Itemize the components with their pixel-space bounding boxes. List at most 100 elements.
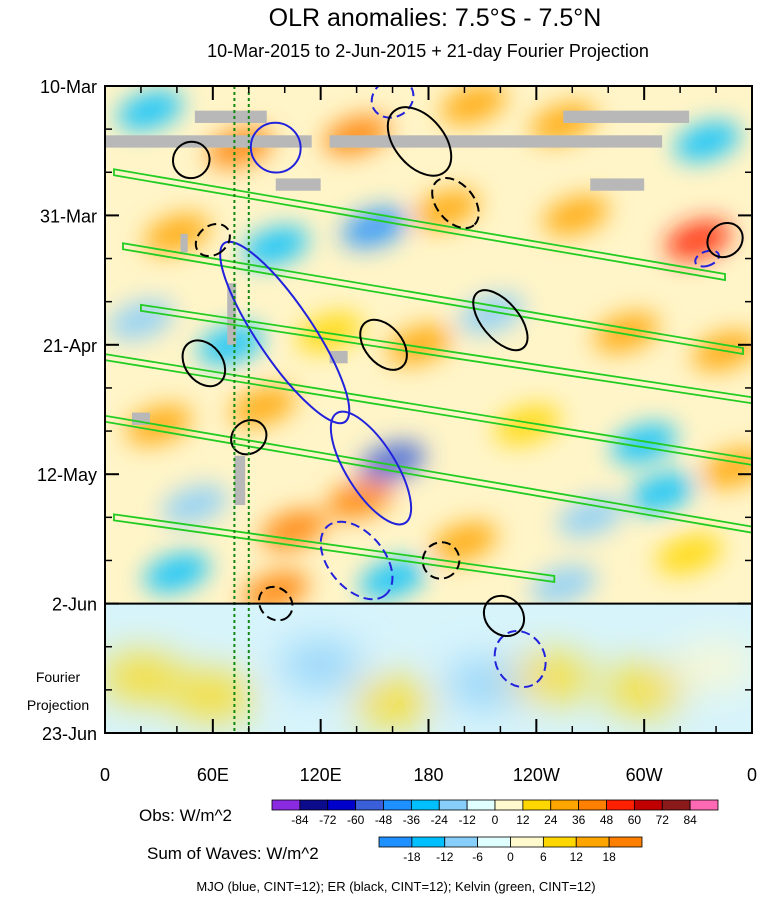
waves-colorbar-swatch bbox=[444, 836, 479, 848]
mjo-contour bbox=[219, 240, 351, 425]
obs-colorbar-swatch bbox=[606, 799, 635, 811]
mjo-contour bbox=[249, 121, 302, 174]
kelvin-contour bbox=[122, 242, 744, 356]
anomaly-blob bbox=[543, 195, 609, 236]
projection-blob bbox=[446, 661, 527, 706]
x-tick-label: 0 bbox=[100, 765, 110, 785]
projection-blob bbox=[105, 655, 181, 700]
anomaly-blob bbox=[144, 552, 210, 593]
obs-colorbar-level: 60 bbox=[628, 813, 642, 827]
projection-blob bbox=[280, 643, 361, 688]
obs-colorbar-swatch bbox=[578, 799, 607, 811]
obs-colorbar-level: -72 bbox=[319, 813, 337, 827]
er-contour bbox=[257, 585, 294, 622]
kelvin-contours bbox=[105, 168, 752, 583]
x-tick-label: 60E bbox=[197, 765, 229, 785]
anomaly-blob bbox=[593, 312, 660, 353]
anomaly-blob bbox=[230, 386, 296, 427]
obs-colorbar-swatch bbox=[383, 799, 412, 811]
y-axis: 10-Mar 31-Mar 21-Apr 12-May 2-Jun 23-Jun bbox=[37, 77, 752, 744]
waves-colorbar-swatch bbox=[477, 836, 511, 848]
projection-blob bbox=[172, 674, 253, 719]
anomaly-blob bbox=[440, 86, 507, 125]
obs-colorbar-swatch bbox=[355, 799, 384, 811]
missing-data-bar bbox=[329, 135, 663, 148]
waves-colorbar-swatch bbox=[378, 836, 413, 848]
y-tick-label: 23-Jun bbox=[42, 724, 97, 744]
x-tick-label: 120W bbox=[513, 765, 560, 785]
kelvin-contour bbox=[105, 414, 752, 534]
missing-data-layer bbox=[105, 110, 690, 506]
anomaly-blob bbox=[413, 189, 480, 230]
missing-data-bar bbox=[194, 110, 267, 123]
obs-colorbar-swatch bbox=[327, 799, 357, 811]
missing-data-bar bbox=[105, 135, 312, 148]
mjo-contour bbox=[694, 249, 720, 268]
obs-colorbar-level: 48 bbox=[600, 813, 614, 827]
x-tick-label: 60W bbox=[626, 765, 663, 785]
waves-colorbar-level: 18 bbox=[602, 850, 616, 864]
anomaly-blob bbox=[359, 441, 426, 482]
chart-title: OLR anomalies: 7.5°S - 7.5°N bbox=[269, 4, 602, 32]
projection-blob bbox=[352, 680, 433, 725]
obs-colorbar-level: -24 bbox=[431, 813, 449, 827]
obs-colorbar-label: Obs: W/m^2 bbox=[139, 806, 232, 825]
waves-colorbar: -18 -12 -6 0 6 12 18 bbox=[378, 836, 643, 864]
mjo-contour bbox=[319, 520, 394, 601]
missing-data-bar bbox=[590, 178, 645, 191]
obs-colorbar-level: -60 bbox=[347, 813, 365, 827]
projection-blob bbox=[676, 643, 752, 688]
projection-anomaly-layer bbox=[105, 643, 752, 725]
projection-field bbox=[105, 603, 752, 733]
anomaly-blob bbox=[494, 404, 561, 445]
missing-data-bar bbox=[227, 283, 237, 345]
x-tick-label: 180 bbox=[413, 765, 443, 785]
anomaly-blob bbox=[162, 484, 228, 526]
projection-label-line2: Projection bbox=[27, 697, 89, 713]
er-contour bbox=[472, 289, 529, 352]
y-tick-label: 31-Mar bbox=[40, 206, 97, 226]
obs-colorbar-swatch bbox=[550, 799, 580, 811]
waves-colorbar-level: -18 bbox=[403, 850, 421, 864]
contour-footnote: MJO (blue, CINT=12); ER (black, CINT=12)… bbox=[196, 879, 595, 894]
obs-colorbar-level: -48 bbox=[375, 813, 393, 827]
obs-colorbar-level: -36 bbox=[403, 813, 421, 827]
obs-colorbar-swatch bbox=[689, 799, 719, 811]
obs-colorbar-level: -12 bbox=[458, 813, 476, 827]
obs-colorbar-swatch bbox=[271, 799, 301, 811]
er-contour bbox=[181, 339, 227, 388]
missing-data-bar bbox=[234, 455, 246, 506]
er-contour bbox=[194, 222, 231, 258]
obs-colorbar-level: 12 bbox=[516, 813, 530, 827]
waves-colorbar-swatch bbox=[510, 836, 544, 848]
anomaly-blob bbox=[665, 219, 731, 261]
obs-field bbox=[105, 86, 752, 612]
kelvin-contour bbox=[140, 303, 752, 405]
waves-colorbar-level: 12 bbox=[570, 850, 584, 864]
obs-colorbar-swatch bbox=[661, 799, 691, 811]
waves-colorbar-swatch bbox=[411, 836, 446, 848]
obs-colorbar-level: -84 bbox=[291, 813, 309, 827]
projection-blob bbox=[510, 655, 591, 700]
missing-data-bar bbox=[275, 178, 321, 191]
y-tick-label: 21-Apr bbox=[43, 336, 97, 356]
waves-colorbar-level: 6 bbox=[540, 850, 547, 864]
obs-colorbar-swatch bbox=[633, 799, 663, 811]
anomaly-blob bbox=[108, 300, 174, 341]
obs-colorbar: -84 -72 -60 -48 -36 -24 -12 0 12 24 36 48 60 72 84 bbox=[271, 799, 719, 827]
missing-data-bar bbox=[563, 110, 690, 123]
obs-colorbar-swatch bbox=[522, 799, 552, 811]
obs-colorbar-level: 0 bbox=[492, 813, 499, 827]
kelvin-contour bbox=[113, 168, 726, 282]
waves-colorbar-swatch bbox=[608, 836, 643, 848]
obs-colorbar-level: 84 bbox=[683, 813, 697, 827]
anomaly-blob bbox=[611, 423, 677, 464]
kelvin-contour bbox=[105, 353, 752, 466]
waves-colorbar-level: -12 bbox=[436, 850, 454, 864]
anomaly-blob bbox=[117, 90, 183, 131]
anomaly-blob bbox=[629, 472, 695, 513]
anomaly-blob bbox=[458, 293, 525, 335]
waves-colorbar-swatch bbox=[542, 836, 577, 848]
obs-colorbar-swatch bbox=[494, 799, 524, 811]
